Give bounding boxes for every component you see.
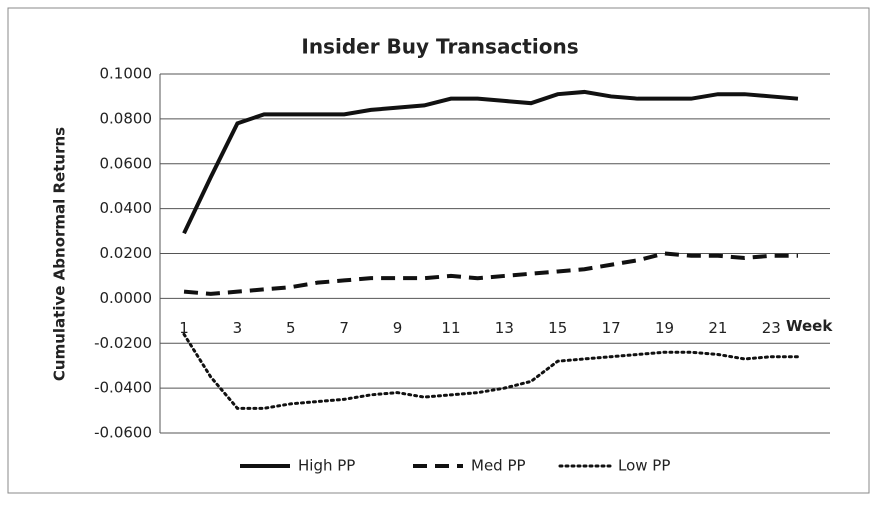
x-tick-label: 17 [602,319,621,337]
legend-label: Med PP [471,457,526,475]
y-tick-label: 0.0400 [100,199,153,217]
y-tick-label: 0.1000 [100,65,153,83]
series-line [183,251,798,296]
y-tick-label: -0.0200 [94,334,152,352]
legend-label: High PP [298,457,355,475]
y-tick-label: -0.0600 [94,424,152,442]
x-tick-label: 9 [393,319,403,337]
y-tick-label: 0.0600 [100,154,153,172]
chart-title: Insider Buy Transactions [301,35,578,59]
x-tick-label: 21 [708,319,727,337]
x-tick-label: 3 [233,319,243,337]
x-tick-label: 15 [548,319,567,337]
y-tick-label: 0.0000 [100,289,153,307]
x-tick-label: 13 [495,319,514,337]
y-tick-label: -0.0400 [94,379,152,397]
y-tick-label: 0.0200 [100,244,153,262]
chart-frame [7,7,870,494]
y-tick-label: 0.0800 [100,109,153,127]
legend-label: Low PP [618,457,670,475]
x-tick-label: 19 [655,319,674,337]
x-tick-label: 5 [286,319,296,337]
x-tick-label: 11 [441,319,460,337]
x-tick-label: 7 [339,319,349,337]
x-axis-label: Week [786,317,833,335]
x-tick-label: 23 [762,319,781,337]
series-line [182,332,800,410]
series-line [182,89,799,235]
y-axis-label: Cumulative Abnormal Returns [51,127,69,381]
x-tick-label: 1 [179,319,189,337]
